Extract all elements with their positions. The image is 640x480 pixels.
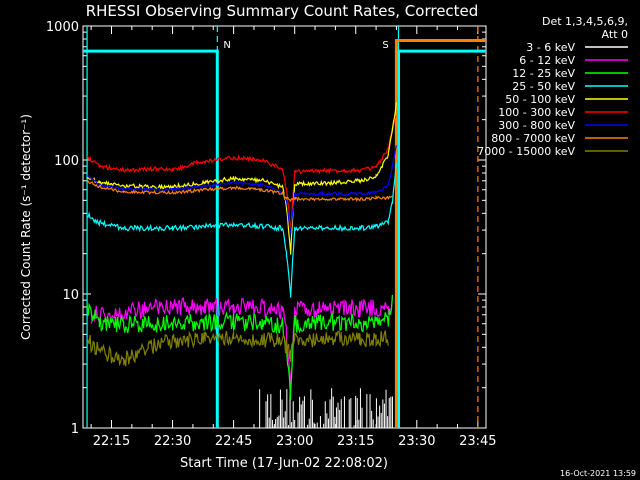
x-tick-label: 23:45 — [459, 434, 496, 449]
x-tick-label: 22:45 — [215, 434, 252, 449]
legend-entry-label: 6 - 12 keV — [519, 54, 575, 67]
attenuator-bar — [394, 39, 486, 428]
x-tick-label: 22:30 — [154, 434, 191, 449]
series-line — [86, 115, 397, 231]
series-line — [86, 102, 397, 255]
x-tick-label: 23:15 — [337, 434, 374, 449]
legend-entry-label: 7000 - 15000 keV — [477, 145, 575, 158]
legend-entry-label: 50 - 100 keV — [505, 93, 575, 106]
attenuator-bar — [397, 49, 486, 428]
series-line — [86, 294, 393, 401]
x-tick-label: 23:30 — [398, 434, 435, 449]
plot-frame — [82, 25, 487, 429]
legend-entry-label: 800 - 7000 keV — [491, 132, 575, 145]
x-tick-label: 22:15 — [93, 434, 130, 449]
event-marker-label: S — [382, 40, 388, 51]
y-tick-label: 1000 — [46, 20, 79, 35]
series-line — [86, 330, 389, 367]
chart-title: RHESSI Observing Summary Count Rates, Co… — [86, 2, 479, 20]
legend-entry-label: 300 - 800 keV — [498, 119, 575, 132]
legend-entry-label: 3 - 6 keV — [526, 41, 575, 54]
legend-entry-label: 12 - 25 keV — [512, 67, 575, 80]
y-axis-label: Corrected Count Rate (s⁻¹ detector⁻¹) — [19, 114, 33, 340]
legend-entry-label: 25 - 50 keV — [512, 80, 575, 93]
y-tick-label: 100 — [54, 154, 79, 169]
series-line — [86, 145, 397, 234]
series-line — [86, 179, 393, 203]
series-line — [86, 163, 397, 298]
x-axis-label: Start Time (17-Jun-02 22:08:02) — [180, 456, 388, 471]
y-tick-label: 1 — [71, 422, 79, 437]
generated-timestamp: 16-Oct-2021 13:59 — [560, 469, 636, 478]
x-tick-label: 23:00 — [276, 434, 313, 449]
legend-header: Det 1,3,4,5,6,9, — [542, 15, 628, 28]
series-line — [90, 296, 393, 387]
event-marker-label: N — [223, 40, 230, 51]
legend-header-att: Att 0 — [602, 28, 628, 41]
legend-entry-label: 100 - 300 keV — [498, 106, 575, 119]
y-tick-label: 10 — [62, 288, 79, 303]
attenuator-bar — [83, 49, 219, 428]
